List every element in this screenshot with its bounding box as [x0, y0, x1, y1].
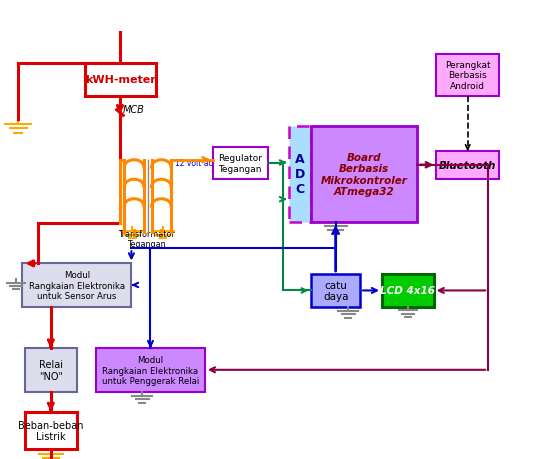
Text: Bluetooth: Bluetooth: [439, 161, 496, 170]
Text: Relai
"NO": Relai "NO": [39, 359, 63, 381]
Text: Regulator
Tegangan: Regulator Tegangan: [218, 154, 262, 174]
Text: Board
Berbasis
Mikrokontroler
ATmega32: Board Berbasis Mikrokontroler ATmega32: [321, 152, 408, 197]
Text: 12 volt ac: 12 volt ac: [175, 159, 212, 168]
Text: A
D
C: A D C: [295, 153, 305, 196]
Text: Transformator
Tegangan: Transformator Tegangan: [118, 230, 175, 249]
FancyBboxPatch shape: [22, 264, 132, 307]
Text: MCB: MCB: [123, 105, 145, 115]
FancyBboxPatch shape: [311, 127, 417, 223]
Text: catu
daya: catu daya: [323, 280, 348, 302]
Text: Beban-beban
Listrik: Beban-beban Listrik: [19, 420, 84, 441]
FancyBboxPatch shape: [382, 274, 434, 307]
FancyBboxPatch shape: [436, 152, 499, 179]
FancyBboxPatch shape: [289, 127, 311, 223]
FancyBboxPatch shape: [25, 412, 77, 449]
FancyBboxPatch shape: [213, 148, 268, 179]
FancyBboxPatch shape: [96, 348, 205, 392]
FancyBboxPatch shape: [25, 348, 77, 392]
FancyBboxPatch shape: [436, 55, 499, 97]
FancyBboxPatch shape: [311, 274, 360, 307]
Text: Perangkat
Berbasis
Android: Perangkat Berbasis Android: [445, 61, 490, 90]
Text: Modul
Rangkaian Elektronika
untuk Sensor Arus: Modul Rangkaian Elektronika untuk Sensor…: [29, 271, 125, 301]
FancyBboxPatch shape: [85, 64, 156, 97]
Text: LCD 4x16: LCD 4x16: [381, 286, 435, 296]
Text: kWH-meter: kWH-meter: [85, 75, 156, 85]
Text: Modul
Rangkaian Elektronika
untuk Penggerak Relai: Modul Rangkaian Elektronika untuk Pengge…: [102, 355, 199, 385]
